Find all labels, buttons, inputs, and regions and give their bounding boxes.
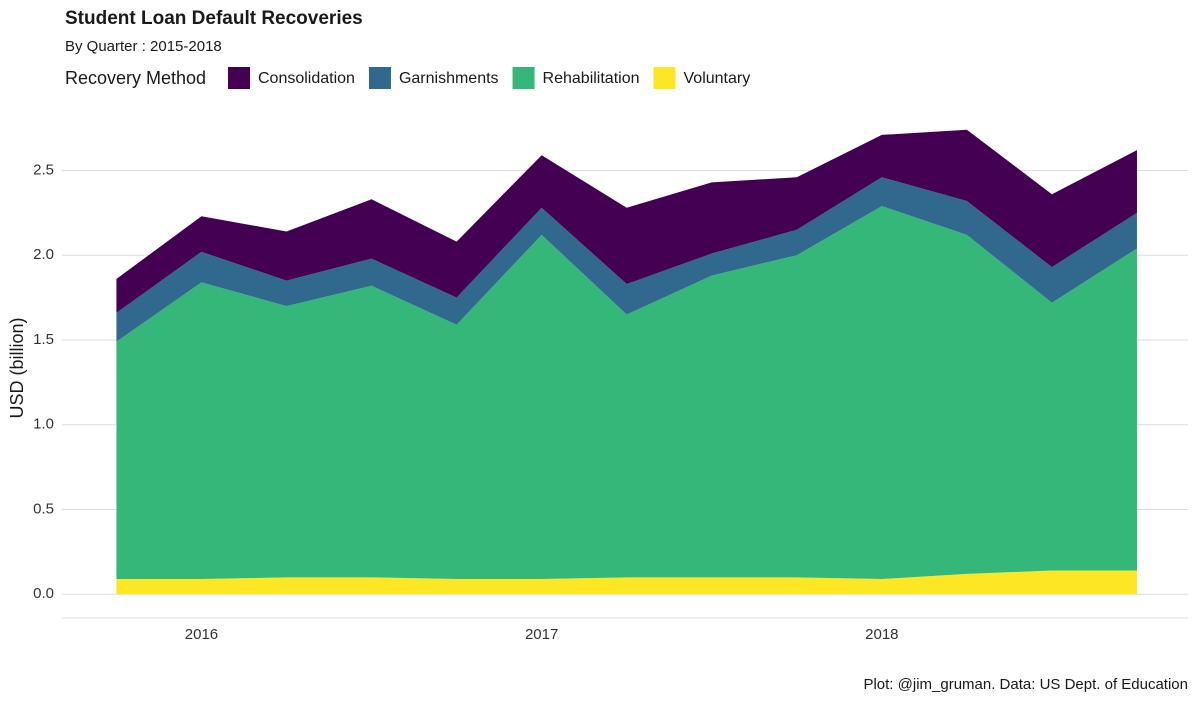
area xyxy=(116,570,1137,595)
x-tick-label: 2017 xyxy=(525,626,558,643)
y-tick-label: 2.0 xyxy=(33,246,54,263)
legend-label: Consolidation xyxy=(258,70,355,87)
y-tick-label: 1.5 xyxy=(33,331,54,348)
legend-swatch xyxy=(512,67,535,89)
legend-swatch xyxy=(653,67,676,89)
chart-title: Student Loan Default Recoveries xyxy=(65,8,363,29)
legend-label: Garnishments xyxy=(399,70,499,87)
chart-subtitle: By Quarter : 2015-2018 xyxy=(65,38,222,55)
legend-title: Recovery Method xyxy=(65,68,206,88)
legend-swatch xyxy=(228,67,250,89)
caption: Plot: @jim_gruman. Data: US Dept. of Edu… xyxy=(863,676,1188,693)
area xyxy=(116,206,1137,580)
x-tick-label: 2016 xyxy=(185,626,218,643)
x-tick-label: 2018 xyxy=(865,626,898,643)
legend-label: Voluntary xyxy=(684,70,751,87)
y-axis-title: USD (billion) xyxy=(7,317,27,418)
legend-label: Rehabilitation xyxy=(543,70,640,87)
area xyxy=(116,129,1137,313)
y-tick-label: 2.5 xyxy=(33,161,54,178)
y-tick-label: 1.0 xyxy=(33,416,54,433)
area xyxy=(116,177,1137,342)
y-tick-label: 0.5 xyxy=(33,500,54,517)
legend-swatch xyxy=(368,67,391,89)
y-tick-label: 0.0 xyxy=(33,585,54,602)
